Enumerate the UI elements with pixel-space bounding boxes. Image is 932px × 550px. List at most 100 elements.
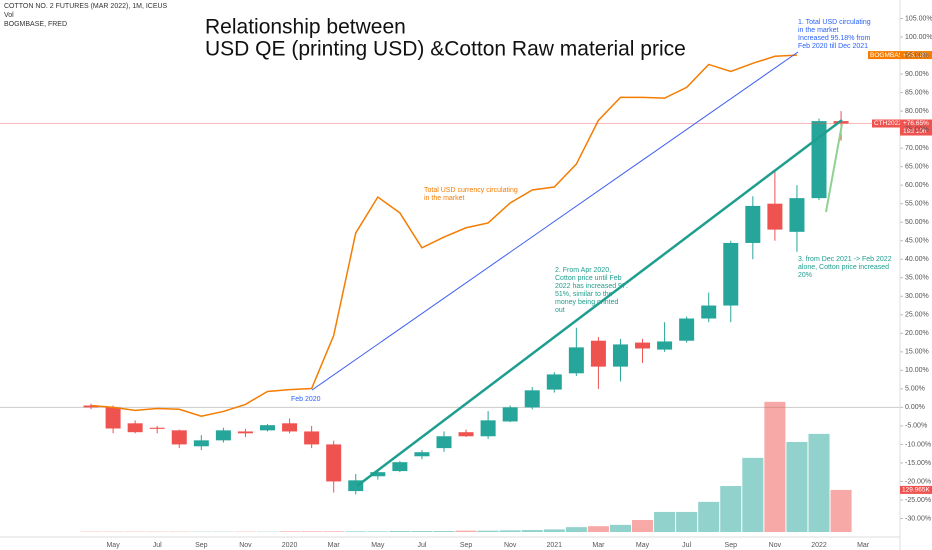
- volume-bar: [654, 511, 676, 532]
- volume-bar: [499, 530, 521, 532]
- annotation: in the market: [424, 195, 465, 202]
- candle-body: [480, 420, 496, 437]
- y-tick-label: 30.00%: [905, 293, 929, 300]
- annotation: in the market: [798, 27, 839, 34]
- y-tick-label: 55.00%: [905, 201, 929, 208]
- volume-bar: [367, 531, 389, 532]
- trend-line: [825, 123, 843, 213]
- value-tag: +95.13%: [903, 52, 929, 59]
- y-tick-label: -15.00%: [905, 460, 931, 467]
- y-tick-label: -5.00%: [905, 423, 927, 430]
- trend-line: [356, 119, 843, 487]
- volume-bar: [565, 527, 587, 532]
- volume-bar: [587, 526, 609, 532]
- y-tick-label: 20.00%: [905, 330, 929, 337]
- annotation: 1. Total USD circulating: [798, 19, 871, 26]
- candle-body: [149, 427, 165, 429]
- candle-body: [392, 462, 408, 472]
- volume-bar: [323, 531, 345, 532]
- x-tick-label: Jul: [417, 542, 426, 549]
- x-tick-label: Mar: [857, 542, 870, 549]
- candle-body: [237, 431, 253, 434]
- candle-body: [105, 407, 121, 429]
- y-tick-label: 35.00%: [905, 275, 929, 282]
- y-tick-label: -30.00%: [905, 515, 931, 522]
- volume-bar: [411, 531, 433, 532]
- x-tick-label: Nov: [239, 542, 252, 549]
- trend-line: [311, 51, 799, 391]
- x-tick-label: Nov: [504, 542, 517, 549]
- x-tick-label: Nov: [769, 542, 782, 549]
- y-tick-label: 60.00%: [905, 182, 929, 189]
- y-tick-label: 80.00%: [905, 108, 929, 115]
- tag-bg: [900, 485, 932, 494]
- line-series: [90, 54, 797, 418]
- candle-body: [502, 407, 518, 422]
- volume-bar: [632, 520, 654, 532]
- y-tick-label: 65.00%: [905, 163, 929, 170]
- candle-body: [414, 452, 430, 457]
- x-tick-label: Jul: [153, 542, 162, 549]
- y-tick-label: 95.00%: [905, 52, 929, 59]
- y-tick-label: 75.00%: [905, 126, 929, 133]
- candle-body: [370, 472, 386, 477]
- header: Vol: [4, 12, 14, 19]
- price-tags: BOGMBASE+95.13% CTH2022 +76.65%19d 10h 129.…: [868, 51, 932, 494]
- volume-bar: [698, 501, 720, 532]
- tag-bg: [872, 119, 900, 128]
- header: BOGMBASE, FRED: [4, 21, 67, 28]
- header: COTTON NO. 2 FUTURES (MAR 2022), 1M, ICE…: [4, 3, 168, 10]
- x-tick-label: Sep: [460, 542, 473, 549]
- candle-body: [524, 390, 540, 408]
- candle-body: [127, 423, 143, 433]
- annotation: Cotton price until Feb: [555, 275, 622, 282]
- volume-bar: [477, 530, 499, 532]
- x-tick-label: Sep: [725, 542, 738, 549]
- series-tag: BOGMBASE: [870, 52, 908, 59]
- tag-bg: [900, 119, 932, 136]
- candle-body: [723, 242, 739, 306]
- x-tick-label: Mar: [328, 542, 341, 549]
- chart-title: USD QE (printing USD) &Cotton Raw materi…: [205, 38, 686, 61]
- tag-bg: [900, 51, 932, 60]
- candle-body: [679, 318, 695, 341]
- candle-body: [833, 121, 849, 124]
- volume-bar: [455, 530, 477, 532]
- value-tag: +76.65%: [903, 120, 929, 127]
- volume-bar: [345, 531, 367, 532]
- x-tick-label: Jul: [682, 542, 691, 549]
- chart-title: Relationship between: [205, 16, 406, 39]
- volume-bar: [808, 433, 830, 532]
- volume-bar: [742, 457, 764, 532]
- tag-bg: [868, 51, 900, 60]
- y-tick-label: -25.00%: [905, 497, 931, 504]
- candle-body: [612, 344, 628, 367]
- annotation: Feb 2020 till Dec 2021: [798, 43, 868, 50]
- x-tick-label: May: [371, 542, 385, 549]
- volume-bar: [521, 530, 543, 532]
- y-tick-label: -10.00%: [905, 441, 931, 448]
- y-tick-label: -20.00%: [905, 478, 931, 485]
- x-tick-label: May: [636, 542, 650, 549]
- y-tick-label: 105.00%: [905, 15, 932, 22]
- candle-body: [348, 480, 364, 492]
- candle-body: [701, 305, 717, 319]
- candle-body: [282, 423, 298, 432]
- annotation: Total USD currency circulating: [424, 187, 518, 194]
- y-tick-label: 85.00%: [905, 89, 929, 96]
- volume-bar: [720, 486, 742, 532]
- volume-bar: [279, 531, 301, 532]
- annotation: 20%: [798, 272, 812, 279]
- x-tick-label: 2020: [282, 542, 298, 549]
- candle-body: [458, 432, 474, 437]
- candle-body: [193, 440, 209, 447]
- annotation: 2022 has increased 97.: [555, 283, 628, 290]
- annotation: 3. from Dec 2021 -> Feb 2022: [798, 256, 892, 263]
- volume-bar: [676, 511, 698, 532]
- plot: [0, 18, 903, 532]
- candle-body: [767, 203, 783, 230]
- y-tick-label: 50.00%: [905, 219, 929, 226]
- volume-bar: [389, 531, 411, 532]
- candle-body: [326, 444, 342, 482]
- candle-body: [789, 198, 805, 232]
